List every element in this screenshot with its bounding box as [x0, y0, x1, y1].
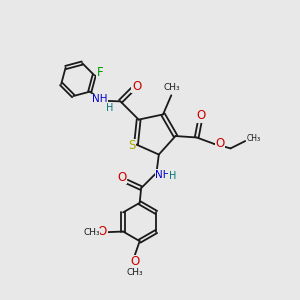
Text: O: O — [117, 171, 127, 184]
Text: F: F — [97, 66, 104, 79]
Text: O: O — [132, 80, 141, 93]
Text: CH₃: CH₃ — [164, 82, 180, 91]
Text: H: H — [169, 171, 176, 181]
Text: NH: NH — [155, 169, 171, 180]
Text: NH: NH — [92, 94, 107, 104]
Text: S: S — [128, 140, 135, 152]
Text: O: O — [196, 109, 206, 122]
Text: CH₃: CH₃ — [127, 268, 143, 277]
Text: O: O — [216, 137, 225, 151]
Text: O: O — [98, 225, 107, 238]
Text: H: H — [106, 103, 114, 113]
Text: O: O — [130, 255, 140, 268]
Text: CH₃: CH₃ — [247, 134, 261, 142]
Text: CH₃: CH₃ — [83, 228, 100, 237]
